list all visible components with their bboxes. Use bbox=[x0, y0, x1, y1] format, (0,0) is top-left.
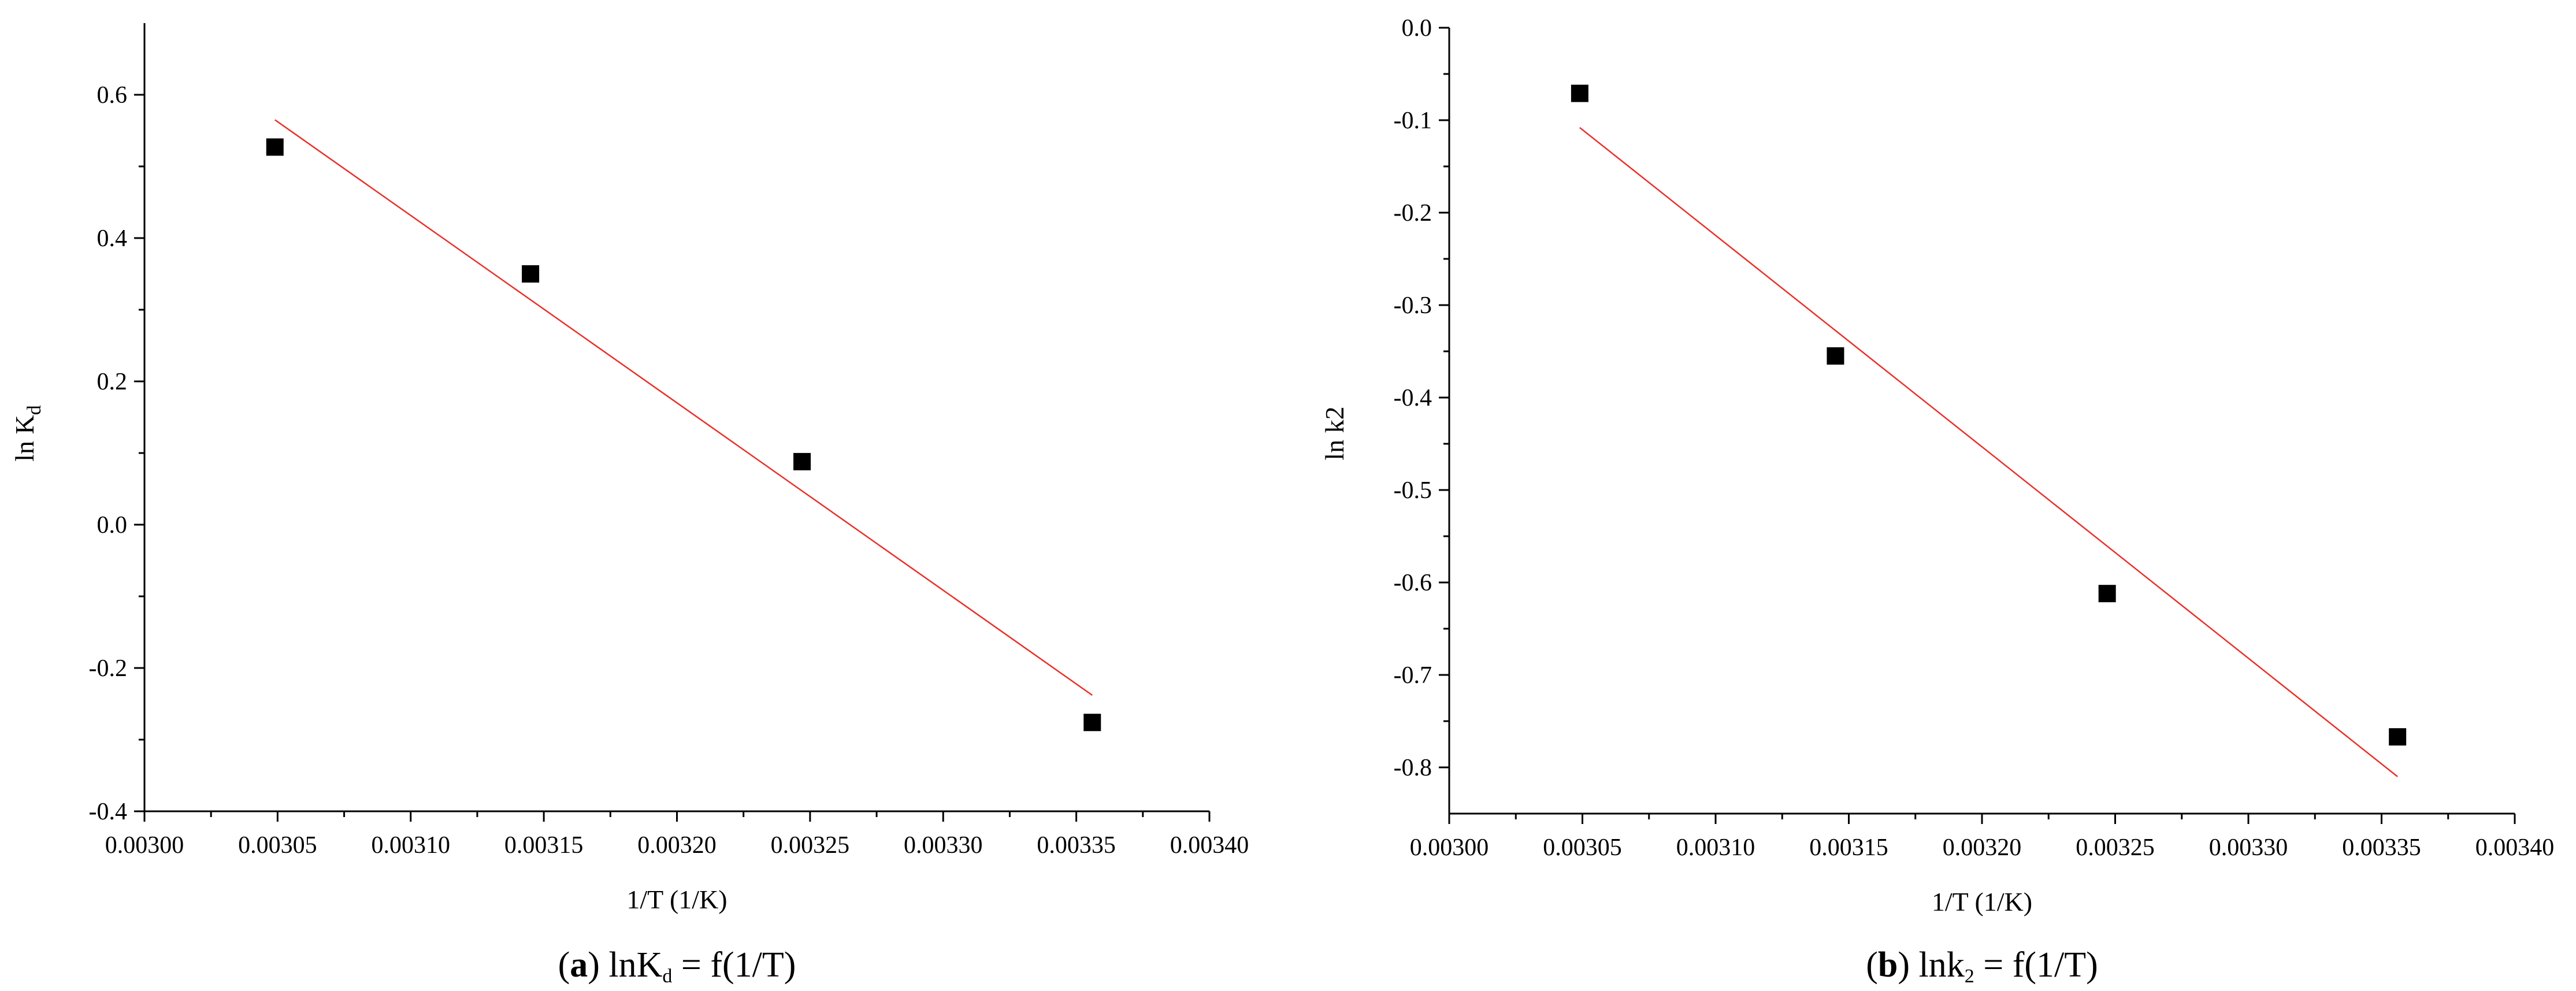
x-tick-label: 0.00315 bbox=[504, 832, 584, 859]
y-tick-label: -0.1 bbox=[1394, 107, 1432, 134]
x-axis-title: 1/T (1/K) bbox=[626, 885, 727, 914]
caption-paren-close: ) bbox=[588, 945, 608, 985]
x-tick-label: 0.00335 bbox=[1037, 832, 1116, 859]
y-tick-label: -0.4 bbox=[1394, 385, 1432, 411]
caption-paren-close: ) bbox=[1898, 945, 1918, 985]
caption-paren-open: ( bbox=[1866, 945, 1878, 985]
y-tick-label: -0.5 bbox=[1394, 477, 1432, 504]
data-point bbox=[2098, 585, 2116, 603]
y-tick-label: -0.2 bbox=[1394, 200, 1432, 227]
panel-a: 0.00300 0.00305 0.00310 0.00315 0.00320 0.003… bbox=[10, 23, 1249, 987]
x-tick-label: 0.00330 bbox=[2209, 834, 2288, 861]
caption-letter: a bbox=[570, 945, 588, 985]
x-tick-label: 0.00310 bbox=[1676, 834, 1755, 861]
y-tick-label: 0.0 bbox=[1402, 15, 1432, 42]
x-tick-label: 0.00305 bbox=[1543, 834, 1622, 861]
x-tick-label: 0.00335 bbox=[2342, 834, 2421, 861]
caption-letter: b bbox=[1878, 945, 1898, 985]
x-tick-label: 0.00325 bbox=[771, 832, 850, 859]
panel-caption: (b) lnk2 = f(1/T) bbox=[1866, 945, 2098, 987]
y-tick-label: -0.7 bbox=[1394, 662, 1432, 689]
data-point bbox=[1083, 714, 1101, 732]
y-tick-label: 0.6 bbox=[97, 82, 128, 109]
caption-text: lnk bbox=[1919, 945, 1965, 985]
y-tick-label: 0.0 bbox=[97, 512, 128, 539]
x-tick-label: 0.00305 bbox=[238, 832, 317, 859]
caption-sub: 2 bbox=[1965, 966, 1974, 987]
x-tick-label: 0.00320 bbox=[1943, 834, 2022, 861]
caption-sub: d bbox=[662, 966, 672, 987]
data-point bbox=[522, 265, 540, 283]
x-tick-label: 0.00325 bbox=[2076, 834, 2155, 861]
y-tick-label: -0.6 bbox=[1394, 570, 1432, 596]
data-point bbox=[2389, 728, 2407, 746]
caption-rest: = f(1/T) bbox=[672, 945, 796, 985]
y-axis-title: ln k2 bbox=[1320, 406, 1349, 460]
x-tick-label: 0.00310 bbox=[372, 832, 451, 859]
data-point bbox=[793, 452, 811, 470]
x-tick-label: 0.00300 bbox=[1410, 834, 1489, 861]
x-tick-label: 0.00340 bbox=[2475, 834, 2555, 861]
data-point bbox=[266, 138, 284, 156]
data-point bbox=[1571, 84, 1588, 102]
fit-line bbox=[1579, 127, 2398, 777]
caption-paren-open: ( bbox=[558, 945, 570, 985]
panel-caption: (a) lnKd = f(1/T) bbox=[558, 945, 796, 987]
y-tick-label: -0.2 bbox=[89, 655, 128, 682]
caption-rest: = f(1/T) bbox=[1974, 945, 2098, 985]
panel-b: 0.00300 0.00305 0.00310 0.00315 0.00320 0.003… bbox=[1320, 15, 2554, 987]
data-point bbox=[1827, 347, 1844, 365]
y-axis-title-sub: d bbox=[24, 405, 45, 415]
x-tick-label: 0.00330 bbox=[904, 832, 983, 859]
y-axis-title: ln Kd bbox=[10, 405, 45, 462]
x-axis-title: 1/T (1/K) bbox=[1932, 887, 2032, 916]
y-axis-title-main: ln k2 bbox=[1320, 406, 1349, 460]
x-tick-label: 0.00315 bbox=[1809, 834, 1888, 861]
y-tick-label: 0.2 bbox=[97, 369, 128, 395]
y-tick-label: 0.4 bbox=[97, 225, 128, 252]
y-tick-label: -0.8 bbox=[1394, 755, 1432, 781]
y-axis-title-main: ln K bbox=[10, 415, 39, 462]
x-tick-label: 0.00340 bbox=[1170, 832, 1249, 859]
y-tick-label: -0.4 bbox=[89, 799, 128, 825]
x-tick-label: 0.00300 bbox=[105, 832, 184, 859]
caption-text: lnK bbox=[608, 945, 662, 985]
y-tick-label: -0.3 bbox=[1394, 292, 1432, 319]
fit-line bbox=[274, 119, 1093, 696]
x-tick-label: 0.00320 bbox=[637, 832, 717, 859]
